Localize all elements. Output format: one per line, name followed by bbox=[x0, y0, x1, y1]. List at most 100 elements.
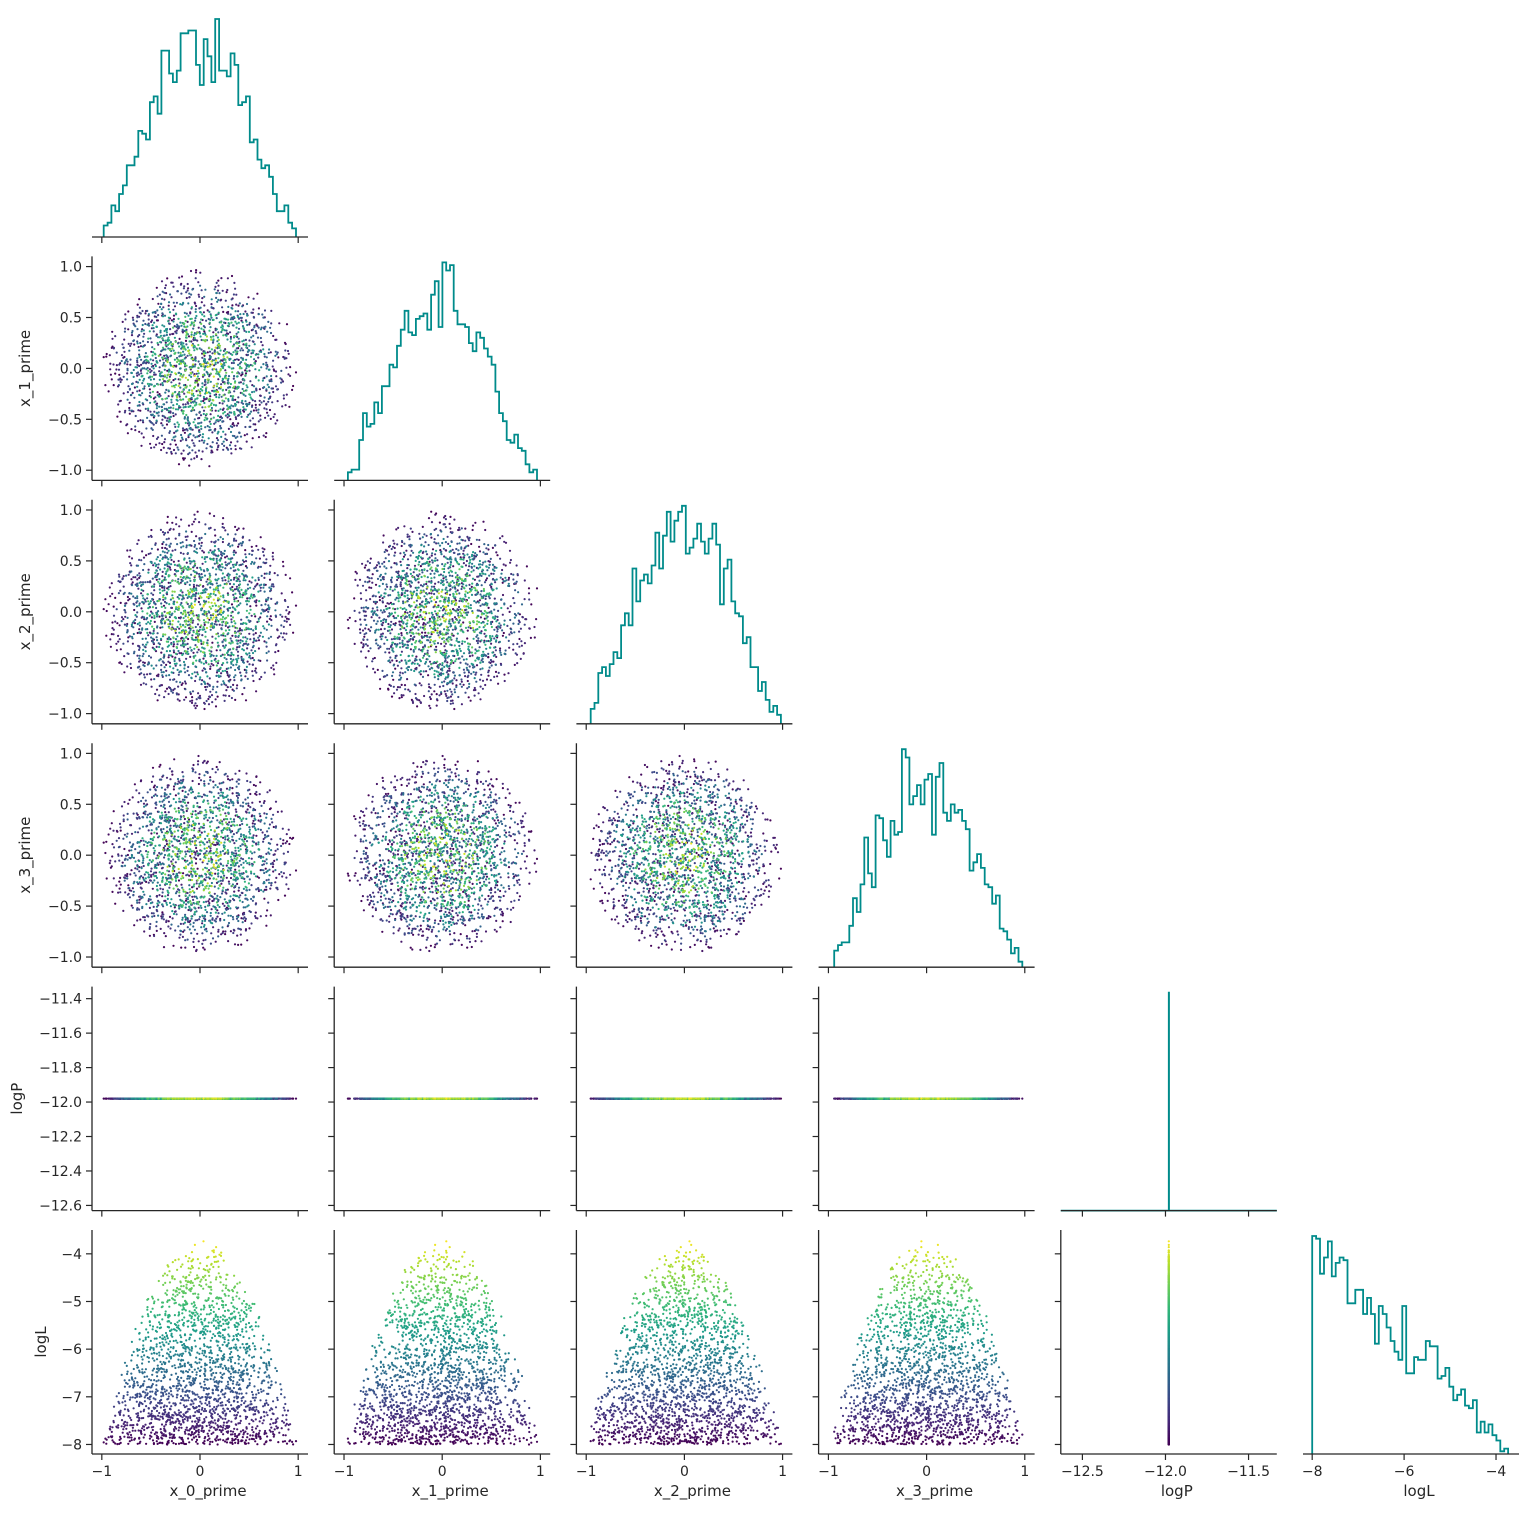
scatter-point bbox=[218, 339, 220, 341]
scatter-point bbox=[166, 522, 168, 524]
scatter-point bbox=[178, 525, 180, 527]
scatter-point bbox=[146, 632, 148, 634]
scatter-point bbox=[482, 688, 484, 690]
scatter-point bbox=[210, 381, 212, 383]
scatter-point bbox=[226, 583, 228, 585]
scatter-point bbox=[230, 637, 232, 639]
scatter-point bbox=[162, 541, 164, 543]
scatter-point bbox=[233, 360, 235, 362]
scatter-point bbox=[402, 640, 404, 642]
scatter-point bbox=[453, 677, 455, 679]
scatter-point bbox=[117, 635, 119, 637]
scatter-point bbox=[110, 646, 112, 648]
scatter-point bbox=[186, 313, 188, 315]
scatter-point bbox=[142, 583, 144, 585]
scatter-point bbox=[217, 555, 219, 557]
scatter-point bbox=[138, 628, 140, 630]
scatter-point bbox=[189, 625, 191, 627]
scatter-point bbox=[487, 653, 489, 655]
scatter-point bbox=[236, 661, 238, 663]
scatter-point bbox=[268, 348, 270, 350]
scatter-point bbox=[200, 400, 202, 402]
scatter-point bbox=[122, 321, 124, 323]
scatter-point bbox=[510, 605, 512, 607]
scatter-point bbox=[120, 381, 122, 383]
scatter-point bbox=[237, 331, 239, 333]
scatter-point bbox=[431, 570, 433, 572]
scatter-point bbox=[211, 558, 213, 560]
scatter-point bbox=[169, 620, 171, 622]
scatter-point bbox=[182, 410, 184, 412]
scatter-point bbox=[194, 518, 196, 520]
scatter-point bbox=[272, 335, 274, 337]
scatter-point bbox=[193, 586, 195, 588]
scatter-point bbox=[143, 616, 145, 618]
scatter-point bbox=[276, 602, 278, 604]
scatter-point bbox=[158, 406, 160, 408]
scatter-point bbox=[277, 650, 279, 652]
scatter-point bbox=[271, 387, 273, 389]
scatter-point bbox=[196, 646, 198, 648]
scatter-point bbox=[176, 326, 178, 328]
scatter-point bbox=[233, 293, 235, 295]
scatter-point bbox=[363, 636, 365, 638]
scatter-point bbox=[156, 625, 158, 627]
scatter-point bbox=[195, 660, 197, 662]
scatter-point bbox=[221, 421, 223, 423]
scatter-point bbox=[153, 401, 155, 403]
scatter-point bbox=[236, 648, 238, 650]
scatter-point bbox=[162, 599, 164, 601]
scatter-point bbox=[467, 680, 469, 682]
scatter-point bbox=[284, 620, 286, 622]
scatter-point bbox=[180, 434, 182, 436]
scatter-point bbox=[203, 551, 205, 553]
scatter-point bbox=[190, 619, 192, 621]
scatter-point bbox=[246, 324, 248, 326]
scatter-point bbox=[187, 616, 189, 618]
scatter-point bbox=[188, 392, 190, 394]
scatter-point bbox=[429, 618, 431, 620]
scatter-point bbox=[516, 564, 518, 566]
scatter-point bbox=[104, 598, 106, 600]
scatter-point bbox=[196, 373, 198, 375]
scatter-point bbox=[214, 659, 216, 661]
scatter-point bbox=[111, 338, 113, 340]
scatter-point bbox=[146, 324, 148, 326]
scatter-point bbox=[263, 400, 265, 402]
scatter-point bbox=[117, 403, 119, 405]
scatter-point bbox=[447, 536, 449, 538]
scatter-point bbox=[211, 618, 213, 620]
scatter-point bbox=[240, 619, 242, 621]
scatter-point bbox=[172, 282, 174, 284]
scatter-point bbox=[202, 433, 204, 435]
scatter-point bbox=[146, 360, 148, 362]
scatter-point bbox=[225, 361, 227, 363]
scatter-point bbox=[210, 418, 212, 420]
scatter-point bbox=[162, 291, 164, 293]
scatter-point bbox=[164, 427, 166, 429]
scatter-point bbox=[118, 576, 120, 578]
scatter-point bbox=[204, 613, 206, 615]
scatter-point bbox=[147, 572, 149, 574]
scatter-point bbox=[212, 688, 214, 690]
scatter-point bbox=[159, 306, 161, 308]
scatter-point bbox=[142, 336, 144, 338]
scatter-point bbox=[266, 412, 268, 414]
scatter-point bbox=[462, 556, 464, 558]
scatter-point bbox=[129, 635, 131, 637]
scatter-point bbox=[404, 554, 406, 556]
scatter-point bbox=[366, 665, 368, 667]
scatter-point bbox=[487, 656, 489, 658]
scatter-point bbox=[204, 668, 206, 670]
scatter-point bbox=[382, 541, 384, 543]
scatter-point bbox=[137, 371, 139, 373]
scatter-point bbox=[365, 564, 367, 566]
scatter-point bbox=[380, 628, 382, 630]
scatter-point bbox=[410, 586, 412, 588]
scatter-point bbox=[260, 612, 262, 614]
scatter-point bbox=[242, 622, 244, 624]
scatter-point bbox=[156, 326, 158, 328]
scatter-point bbox=[224, 583, 226, 585]
scatter-point bbox=[391, 659, 393, 661]
scatter-point bbox=[379, 678, 381, 680]
